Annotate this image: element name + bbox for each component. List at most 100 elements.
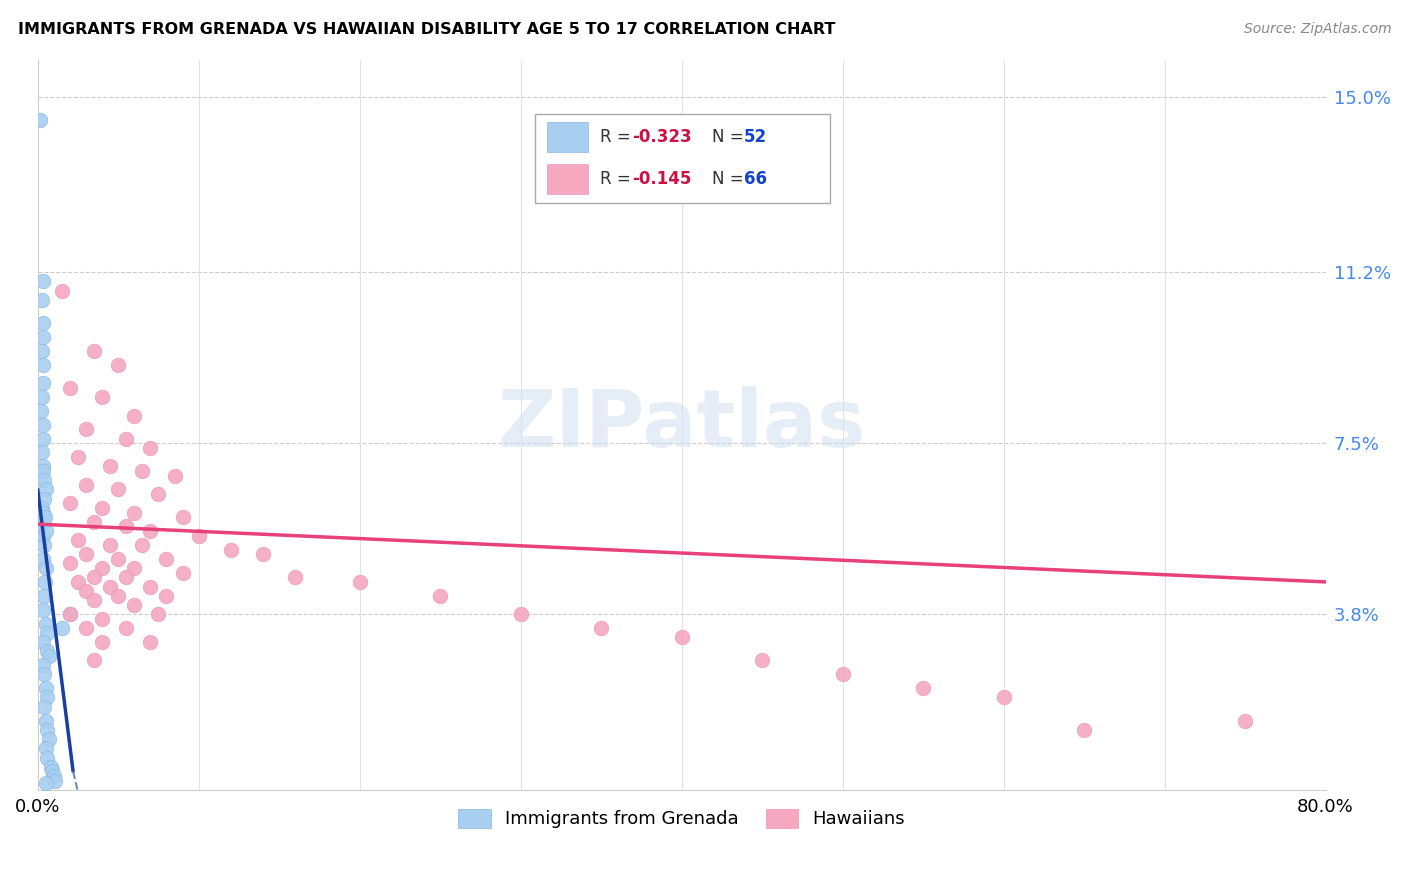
Point bbox=[91, 612, 114, 626]
Point bbox=[37, 723, 59, 737]
FancyBboxPatch shape bbox=[547, 164, 588, 194]
Point bbox=[32, 464, 55, 478]
Point bbox=[252, 547, 274, 561]
Point bbox=[31, 275, 53, 289]
Point bbox=[44, 773, 66, 788]
Point bbox=[115, 621, 138, 635]
Point bbox=[51, 284, 73, 298]
Point bbox=[83, 515, 105, 529]
Point bbox=[30, 112, 52, 127]
Point bbox=[32, 515, 55, 529]
Point bbox=[31, 390, 53, 404]
Point bbox=[66, 533, 89, 548]
Point bbox=[219, 542, 242, 557]
Point bbox=[124, 409, 146, 423]
Point bbox=[98, 538, 121, 552]
Point bbox=[32, 473, 55, 487]
Text: 66: 66 bbox=[744, 170, 768, 188]
Point bbox=[31, 432, 53, 446]
Point bbox=[66, 450, 89, 464]
Point bbox=[30, 404, 52, 418]
Point bbox=[284, 570, 307, 584]
Point bbox=[115, 519, 138, 533]
Point bbox=[187, 529, 209, 543]
Point bbox=[831, 667, 853, 681]
Point bbox=[59, 496, 82, 510]
Point bbox=[35, 681, 58, 696]
Point bbox=[35, 741, 58, 756]
Point bbox=[91, 561, 114, 575]
Point bbox=[31, 445, 53, 459]
Point bbox=[59, 607, 82, 622]
Point bbox=[91, 500, 114, 515]
Point bbox=[591, 621, 613, 635]
Point bbox=[83, 653, 105, 667]
Point bbox=[32, 551, 55, 566]
Point bbox=[39, 760, 62, 774]
Point bbox=[91, 390, 114, 404]
Point bbox=[42, 769, 65, 783]
Point bbox=[59, 381, 82, 395]
Point bbox=[59, 607, 82, 622]
Point bbox=[31, 358, 53, 372]
Point bbox=[32, 417, 55, 432]
Text: IMMIGRANTS FROM GRENADA VS HAWAIIAN DISABILITY AGE 5 TO 17 CORRELATION CHART: IMMIGRANTS FROM GRENADA VS HAWAIIAN DISA… bbox=[18, 22, 835, 37]
Point bbox=[31, 658, 53, 673]
Point bbox=[124, 506, 146, 520]
Point bbox=[31, 330, 53, 344]
Point bbox=[34, 510, 56, 524]
Point bbox=[34, 574, 56, 589]
Point bbox=[172, 510, 194, 524]
Point bbox=[35, 776, 58, 790]
Point bbox=[83, 570, 105, 584]
Point bbox=[115, 570, 138, 584]
Point bbox=[32, 538, 55, 552]
Point bbox=[32, 699, 55, 714]
Point bbox=[35, 524, 58, 538]
Point bbox=[31, 459, 53, 474]
Legend: Immigrants from Grenada, Hawaiians: Immigrants from Grenada, Hawaiians bbox=[451, 802, 912, 836]
Point bbox=[35, 561, 58, 575]
Point bbox=[31, 343, 53, 358]
Text: Source: ZipAtlas.com: Source: ZipAtlas.com bbox=[1244, 22, 1392, 37]
Point bbox=[75, 621, 97, 635]
Point bbox=[671, 631, 693, 645]
Point bbox=[131, 464, 153, 478]
Point bbox=[1073, 723, 1095, 737]
Point bbox=[38, 648, 60, 663]
Point bbox=[148, 607, 170, 622]
Point bbox=[155, 589, 177, 603]
FancyBboxPatch shape bbox=[536, 114, 830, 203]
Point bbox=[41, 764, 63, 779]
Point bbox=[509, 607, 531, 622]
Point bbox=[32, 491, 55, 506]
Point bbox=[35, 714, 58, 728]
Point bbox=[139, 441, 162, 455]
Point bbox=[83, 593, 105, 607]
Point bbox=[75, 422, 97, 436]
Point bbox=[172, 566, 194, 580]
Point bbox=[124, 561, 146, 575]
Point bbox=[429, 589, 451, 603]
Point bbox=[139, 635, 162, 649]
Point bbox=[31, 506, 53, 520]
Point bbox=[59, 557, 82, 571]
Point bbox=[32, 602, 55, 616]
Point bbox=[751, 653, 773, 667]
Text: N =: N = bbox=[711, 170, 749, 188]
Point bbox=[139, 580, 162, 594]
Point bbox=[1234, 714, 1257, 728]
Point bbox=[37, 750, 59, 764]
Point bbox=[107, 483, 129, 497]
Text: 52: 52 bbox=[744, 128, 768, 146]
Point bbox=[51, 621, 73, 635]
Point bbox=[31, 635, 53, 649]
FancyBboxPatch shape bbox=[547, 122, 588, 153]
Point bbox=[91, 635, 114, 649]
Point bbox=[35, 625, 58, 640]
Point bbox=[75, 547, 97, 561]
Point bbox=[993, 690, 1015, 705]
Point bbox=[35, 616, 58, 631]
Point bbox=[31, 293, 53, 307]
Point bbox=[139, 524, 162, 538]
